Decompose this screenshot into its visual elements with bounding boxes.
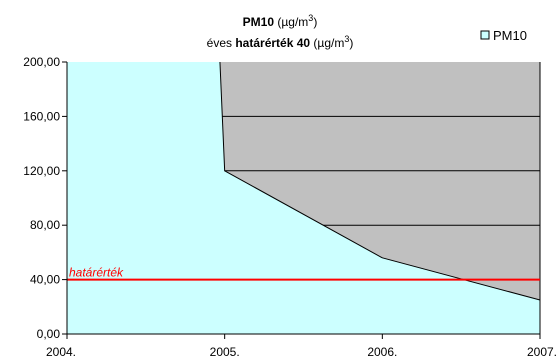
title-unit-exp: 3 (308, 13, 313, 23)
title-unit-open: ( (274, 15, 281, 29)
axes: 0,00 40,00 80,00 120,00 160,00 200,00 2004. 200… (23, 55, 557, 359)
y-tick-label: 0,00 (37, 327, 61, 341)
title-main: PM10 (243, 15, 275, 29)
y-tick-label: 200,00 (23, 55, 60, 69)
x-tick-label: 2007. (527, 345, 557, 359)
limit-line-label: határérték (69, 266, 124, 280)
subtitle-unit-exp: 3 (344, 34, 349, 44)
subtitle-unit: µg/m (317, 36, 344, 50)
y-tick-label: 120,00 (23, 164, 60, 178)
y-tick-label: 80,00 (30, 218, 60, 232)
title-unit: µg/m (281, 15, 308, 29)
subtitle-unit-open: ( (310, 36, 317, 50)
legend: PM10 (480, 28, 527, 43)
series-area-pm10 (67, 62, 540, 334)
plot-area: határérték (67, 61, 541, 334)
y-tick-label: 40,00 (30, 273, 60, 287)
subtitle-prefix: éves (207, 36, 236, 50)
chart-title: PM10 (µg/m3) (243, 13, 318, 29)
legend-label: PM10 (493, 28, 527, 43)
y-tick-label: 160,00 (23, 109, 60, 123)
legend-swatch (480, 30, 490, 40)
subtitle-unit-close: ) (349, 36, 353, 50)
x-tick-label: 2006. (367, 345, 397, 359)
x-tick-label: 2004. (46, 345, 76, 359)
x-tick-label: 2005. (210, 345, 240, 359)
title-unit-close: ) (313, 15, 317, 29)
subtitle-bold: határérték 40 (235, 36, 310, 50)
chart-subtitle: éves határérték 40 (µg/m3) (207, 34, 354, 50)
